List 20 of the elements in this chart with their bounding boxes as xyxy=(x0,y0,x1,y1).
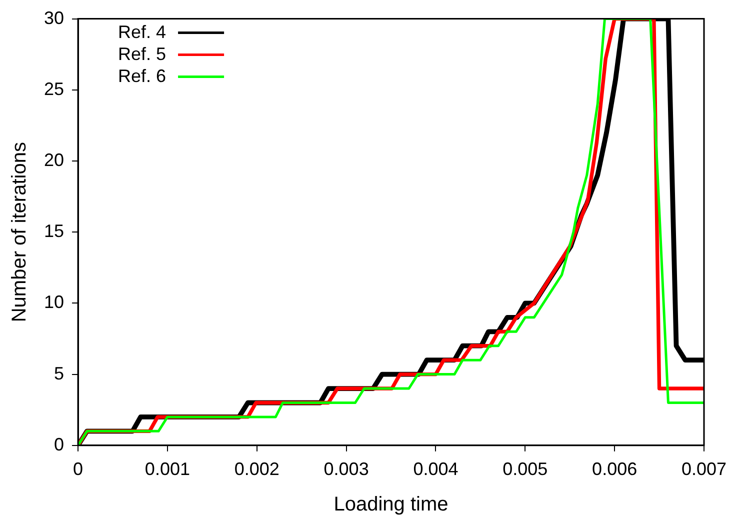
x-tick-label: 0.006 xyxy=(592,459,638,480)
y-tick-label: 20 xyxy=(44,150,64,170)
y-tick-label: 5 xyxy=(54,363,64,384)
x-axis-title: Loading time xyxy=(334,494,448,516)
x-tick-label: 0.003 xyxy=(324,459,369,480)
x-tick-label: 0.001 xyxy=(144,459,190,480)
y-axis-title: Number of iterations xyxy=(8,142,31,322)
legend-label: Ref. 5 xyxy=(118,44,166,64)
x-tick-label: 0.007 xyxy=(681,459,727,480)
x-tick-label: 0.005 xyxy=(502,459,548,480)
y-tick-label: 15 xyxy=(44,221,64,242)
y-tick-label: 30 xyxy=(44,8,64,28)
legend-label: Ref. 4 xyxy=(118,22,166,42)
x-tick-label: 0.002 xyxy=(234,459,280,480)
legend-label: Ref. 6 xyxy=(118,66,166,86)
x-tick-label: 0 xyxy=(73,459,84,480)
y-tick-label: 10 xyxy=(44,292,64,312)
y-tick-label: 25 xyxy=(44,78,64,99)
y-tick-label: 0 xyxy=(54,434,64,454)
x-tick-label: 0.004 xyxy=(413,459,458,480)
